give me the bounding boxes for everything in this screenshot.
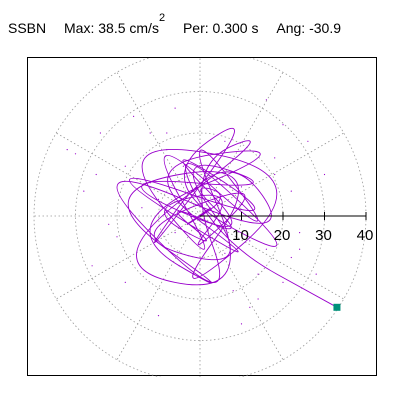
data-point-15 <box>290 190 292 192</box>
radial-axis: 10 20 30 40 <box>200 212 373 244</box>
data-point-6 <box>157 198 160 200</box>
data-point-31 <box>232 290 234 292</box>
radial-tick-label-30: 30 <box>315 227 332 244</box>
data-point-11 <box>274 173 276 176</box>
data-point-4 <box>187 182 189 184</box>
data-point-7 <box>224 252 226 254</box>
data-point-46 <box>315 273 317 275</box>
per-label: Per: <box>182 19 209 36</box>
plot-area: 10 20 30 40 <box>27 57 377 377</box>
grid-spoke-120 <box>116 72 201 217</box>
data-point-47 <box>166 132 168 134</box>
radial-tick-label-10: 10 <box>232 227 249 244</box>
data-point-29 <box>323 173 326 176</box>
chart-header: SSBN Max: 38.5 cm/s2 Per: 0.300 s Ang: -… <box>8 12 341 36</box>
max-exponent: 2 <box>158 12 166 24</box>
data-point-28 <box>157 315 160 317</box>
data-point-12 <box>116 236 118 238</box>
data-point-13 <box>257 273 259 275</box>
grid-spoke-240 <box>116 215 201 360</box>
polar-grid <box>33 58 367 377</box>
data-point-38 <box>182 165 184 167</box>
data-point-32 <box>133 115 135 117</box>
end-marker <box>333 303 341 311</box>
data-point-20 <box>74 153 77 155</box>
radial-tick-label-20: 20 <box>274 227 291 244</box>
data-point-9 <box>240 186 243 188</box>
polar-chart: 10 20 30 40 <box>33 58 373 377</box>
data-point-16 <box>95 173 97 176</box>
data-point-14 <box>166 149 168 151</box>
max-label: Max: <box>64 19 95 36</box>
data-point-22 <box>124 165 126 167</box>
data-point-45 <box>149 182 151 184</box>
data-point-21 <box>282 281 284 283</box>
data-point-8 <box>141 207 143 209</box>
data-point-18 <box>149 132 151 134</box>
per-value: 0.300 s <box>212 19 259 36</box>
data-point-37 <box>282 124 284 126</box>
data-point-44 <box>265 99 267 101</box>
data-point-1 <box>216 203 218 205</box>
data-point-27 <box>274 157 276 159</box>
data-point-5 <box>249 240 251 242</box>
data-point-17 <box>265 248 267 250</box>
ang-value: -30.9 <box>309 19 341 36</box>
data-point-36 <box>91 265 93 267</box>
data-point-25 <box>249 306 251 308</box>
marker-group <box>333 303 341 311</box>
data-point-10 <box>178 265 180 267</box>
data-point-3 <box>232 194 234 196</box>
data-point-24 <box>108 223 110 225</box>
ang-label: Ang: <box>276 19 306 36</box>
max-value: 38.5 cm/s2 <box>98 12 166 36</box>
data-point-48 <box>216 240 218 242</box>
trace-group <box>66 99 338 325</box>
data-point-30 <box>99 132 101 134</box>
data-point-33 <box>290 256 292 259</box>
data-point-26 <box>83 190 85 192</box>
data-point-40 <box>66 149 68 151</box>
data-point-43 <box>124 281 126 283</box>
data-point-23 <box>307 140 309 142</box>
data-point-41 <box>299 248 301 250</box>
data-point-35 <box>257 298 259 300</box>
data-point-2 <box>174 232 176 234</box>
radial-tick-label-40: 40 <box>357 227 374 244</box>
station-name: SSBN <box>8 19 47 36</box>
data-point-42 <box>224 140 226 142</box>
data-point-19 <box>299 232 301 234</box>
series-trace <box>116 127 338 308</box>
data-point-39 <box>240 323 243 325</box>
data-point-34 <box>174 107 176 109</box>
